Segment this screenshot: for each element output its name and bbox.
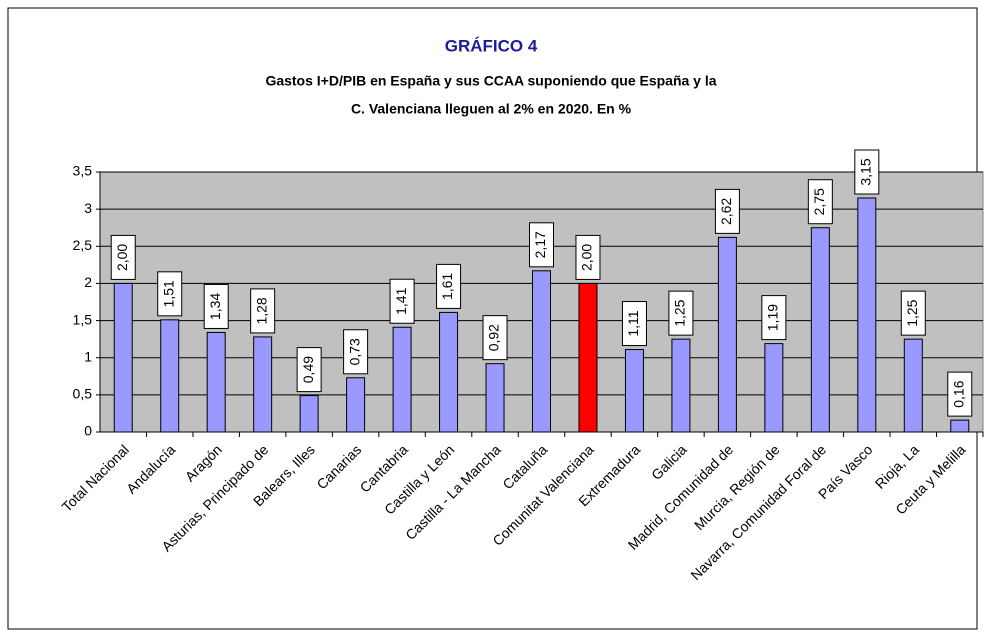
value-label-box bbox=[947, 371, 973, 417]
value-label-box bbox=[250, 288, 276, 334]
bar bbox=[485, 363, 505, 433]
value-label-box bbox=[203, 283, 229, 329]
value-label-box bbox=[482, 315, 508, 361]
value-label-box bbox=[714, 188, 740, 234]
bar bbox=[206, 331, 226, 433]
y-tick-label: 0,5 bbox=[73, 386, 93, 402]
value-label: 1,61 bbox=[439, 273, 455, 300]
value-label: 0,16 bbox=[950, 380, 966, 407]
value-label: 0,73 bbox=[346, 338, 362, 365]
value-label-box bbox=[900, 290, 926, 336]
chart-subtitle: Gastos I+D/PIB en España y sus CCAA supo… bbox=[265, 73, 716, 89]
value-label: 1,19 bbox=[765, 304, 781, 331]
value-label: 2,00 bbox=[114, 244, 130, 271]
bar bbox=[578, 282, 598, 433]
y-tick-label: 2 bbox=[84, 274, 92, 290]
bar bbox=[346, 377, 366, 433]
y-tick-label: 2,5 bbox=[73, 237, 93, 253]
y-tick-label: 1 bbox=[84, 348, 92, 364]
value-label: 0,49 bbox=[300, 356, 316, 383]
value-label: 1,28 bbox=[253, 297, 269, 324]
value-label: 1,34 bbox=[207, 293, 223, 320]
value-label: 2,75 bbox=[811, 188, 827, 215]
bar bbox=[764, 343, 784, 433]
chart-subtitle: C. Valenciana lleguen al 2% en 2020. En … bbox=[351, 101, 632, 117]
value-label: 1,51 bbox=[160, 280, 176, 307]
bar bbox=[439, 311, 459, 433]
value-label-box bbox=[436, 263, 462, 309]
bar bbox=[392, 326, 412, 433]
bar bbox=[810, 227, 830, 433]
value-label: 1,41 bbox=[393, 287, 409, 314]
value-label-box bbox=[807, 179, 833, 225]
bar bbox=[113, 282, 133, 433]
value-label-box bbox=[621, 301, 647, 347]
y-tick-label: 1,5 bbox=[73, 311, 93, 327]
value-label-box bbox=[761, 295, 787, 341]
y-tick-label: 0 bbox=[84, 423, 92, 439]
chart-title: GRÁFICO 4 bbox=[445, 36, 538, 55]
y-tick-label: 3,5 bbox=[73, 163, 93, 179]
value-label: 2,00 bbox=[579, 244, 595, 271]
value-label-box bbox=[389, 278, 415, 324]
bar bbox=[950, 419, 970, 433]
value-label-box bbox=[529, 222, 554, 268]
value-label-box bbox=[575, 234, 601, 280]
value-label-box bbox=[157, 271, 183, 317]
value-label: 3,15 bbox=[858, 158, 874, 185]
bar bbox=[253, 336, 273, 433]
value-label-box bbox=[343, 329, 369, 375]
y-tick-label: 3 bbox=[84, 200, 92, 216]
value-label-box bbox=[296, 347, 322, 393]
bar bbox=[671, 338, 691, 433]
bar bbox=[717, 236, 737, 433]
bar bbox=[903, 338, 923, 433]
value-label: 1,25 bbox=[904, 299, 920, 326]
value-label: 1,11 bbox=[625, 310, 641, 336]
bar bbox=[624, 349, 644, 433]
value-label-box bbox=[668, 290, 694, 336]
value-label: 2,62 bbox=[718, 198, 734, 225]
bar bbox=[532, 270, 551, 433]
value-label-box bbox=[854, 149, 880, 195]
bar bbox=[160, 319, 180, 433]
bar bbox=[857, 197, 877, 433]
value-label: 2,17 bbox=[532, 231, 548, 258]
bar bbox=[299, 395, 319, 433]
value-label-box bbox=[110, 234, 136, 280]
value-label: 0,92 bbox=[486, 324, 502, 351]
value-label: 1,25 bbox=[672, 299, 688, 326]
